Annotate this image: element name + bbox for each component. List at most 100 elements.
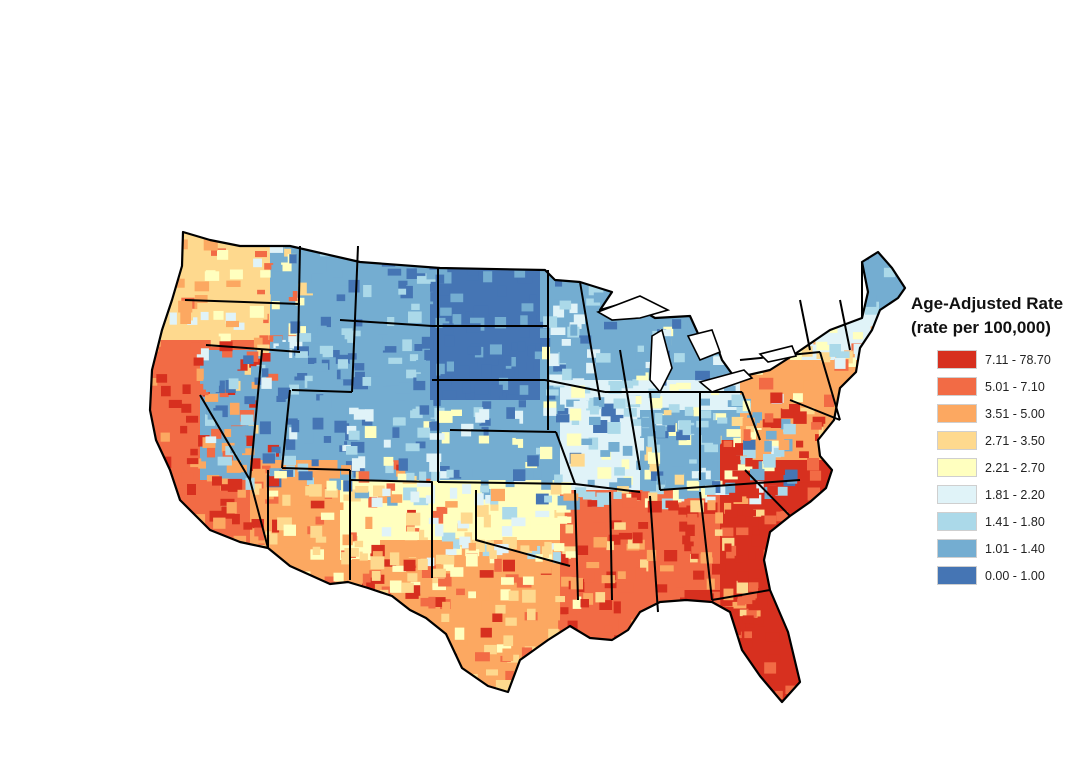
county-cell [713,356,725,365]
county-cell [706,625,719,638]
county-cell [395,633,403,643]
county-cell [181,403,192,413]
county-cell [483,271,493,283]
county-cell [667,422,676,432]
county-cell [589,416,601,425]
county-cell [354,491,370,499]
county-cell [272,519,280,533]
county-cell [271,301,280,310]
county-cell [790,318,803,330]
county-cell [236,546,251,559]
county-cell [518,400,526,408]
county-cell [522,589,536,603]
county-cell [257,344,269,356]
county-cell [549,374,565,386]
county-cell [417,486,432,498]
county-cell [636,372,649,381]
county-cell [656,433,669,444]
county-cell [324,576,335,588]
county-cell [448,247,457,257]
county-cell [517,277,533,284]
county-cell [571,569,579,577]
county-cell [387,268,402,276]
state-border [249,349,263,481]
county-cell [204,271,220,281]
county-cell [592,522,606,533]
county-cell [228,378,239,390]
county-cell [177,558,186,568]
county-cell [805,529,813,539]
county-cell [307,381,318,389]
county-cell [481,426,489,437]
state-border [437,481,576,485]
county-cell [571,417,580,425]
county-cell [892,307,905,319]
county-cell [285,399,300,410]
county-cell [504,418,520,432]
county-cell [735,443,743,456]
state-border [449,429,557,433]
county-cell [669,591,677,604]
county-cell [783,569,799,577]
county-cell [383,657,399,668]
county-cell [704,672,715,681]
county-cell [164,456,172,468]
county-cell [742,615,754,624]
county-cell [303,431,314,444]
state-border [799,299,811,351]
county-cell [253,337,263,351]
county-cell [398,280,408,289]
county-cell [206,447,216,458]
county-cell [437,656,449,668]
county-cell [355,371,365,385]
county-cell [480,537,491,545]
county-cell [793,411,807,424]
county-cell [392,427,400,438]
county-cell [446,361,454,372]
county-cell [278,342,290,352]
county-cell [150,505,160,513]
county-cell [513,410,524,424]
county-cell [872,333,884,342]
lake [686,329,722,362]
county-cell [345,381,353,395]
county-cell [781,538,792,546]
county-cell [474,384,489,395]
county-cell [431,685,440,693]
county-cell [533,416,544,429]
county-cell [388,357,403,364]
county-cell [483,514,491,528]
county-cell [150,499,159,510]
county-cell [150,524,153,536]
county-cell [424,349,437,361]
county-cell [714,709,723,716]
state-border [579,281,601,401]
county-cell [697,263,707,270]
county-cell [324,488,338,498]
county-cell [392,244,407,252]
county-cell [376,368,389,378]
county-cell [370,544,385,557]
county-cell [203,239,218,251]
county-cell [329,350,340,358]
county-cell [563,493,579,501]
county-cell [371,497,383,507]
county-cell [801,543,817,553]
county-cell [599,600,612,610]
county-cell [556,634,565,643]
county-cell [484,358,499,366]
county-cell [780,408,795,419]
county-cell [892,289,905,298]
state-border [475,490,571,567]
county-cell [341,399,356,411]
county-cell [354,540,364,548]
county-cell [150,467,155,480]
county-cell [381,508,392,516]
county-cell [213,310,224,320]
county-cell [311,459,319,467]
county-cell [858,458,866,469]
county-cell [753,610,761,623]
county-cell [259,335,269,346]
county-cell [669,384,679,391]
county-cell [356,349,365,361]
